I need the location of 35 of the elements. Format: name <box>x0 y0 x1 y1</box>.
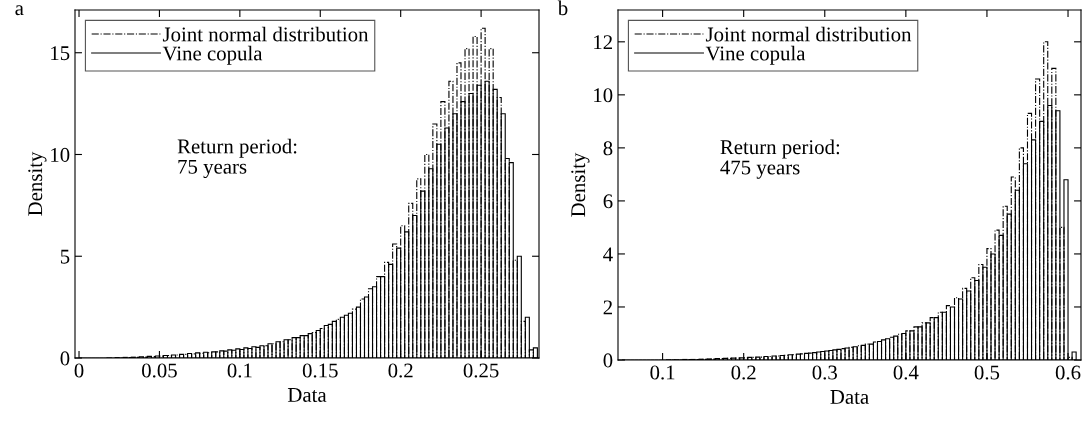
y-tick-label: 10 <box>51 147 70 162</box>
annotation: Return period: 75 years <box>177 138 297 179</box>
y-tick-label: 4 <box>603 247 613 262</box>
x-tick-label: 0.4 <box>893 365 919 380</box>
legend-label: Joint normal distribution <box>705 26 912 42</box>
y-axis-title: Density <box>28 151 47 216</box>
y-tick-label: 10 <box>594 88 613 103</box>
legend-label: Vine copula <box>705 45 806 65</box>
y-tick-label: 5 <box>60 249 70 264</box>
x-tick-label: 0.1 <box>227 363 252 378</box>
x-tick-label: 0.1 <box>650 365 675 380</box>
y-tick-label: 0 <box>60 351 70 366</box>
x-tick-label: 0 <box>74 363 84 378</box>
chart-title: b <box>557 0 568 16</box>
legend-label: Joint normal distribution <box>162 26 369 42</box>
y-tick-label: 12 <box>594 35 612 50</box>
x-tick-label: 0.05 <box>142 363 177 378</box>
x-tick-label: 0.3 <box>812 365 837 380</box>
x-axis-title: Data <box>830 390 869 404</box>
x-tick-label: 0.15 <box>302 363 338 378</box>
legend-label: Vine copula <box>162 45 263 65</box>
x-tick-label: 0.2 <box>731 365 756 380</box>
y-axis-title: Density <box>571 152 590 217</box>
y-tick-label: 0 <box>603 353 613 368</box>
y-tick-label: 8 <box>603 141 613 156</box>
x-tick-label: 0.2 <box>388 363 413 378</box>
x-tick-label: 0.5 <box>974 365 1000 380</box>
y-tick-label: 15 <box>51 46 70 61</box>
chart-title: a <box>15 5 24 16</box>
y-tick-label: 2 <box>603 300 612 315</box>
x-tick-label: 0.6 <box>1055 365 1081 380</box>
y-tick-label: 6 <box>603 194 613 209</box>
x-axis-title: Data <box>287 388 327 402</box>
x-tick-label: 0.25 <box>463 363 499 378</box>
annotation: Return period: 475 years <box>720 139 840 179</box>
